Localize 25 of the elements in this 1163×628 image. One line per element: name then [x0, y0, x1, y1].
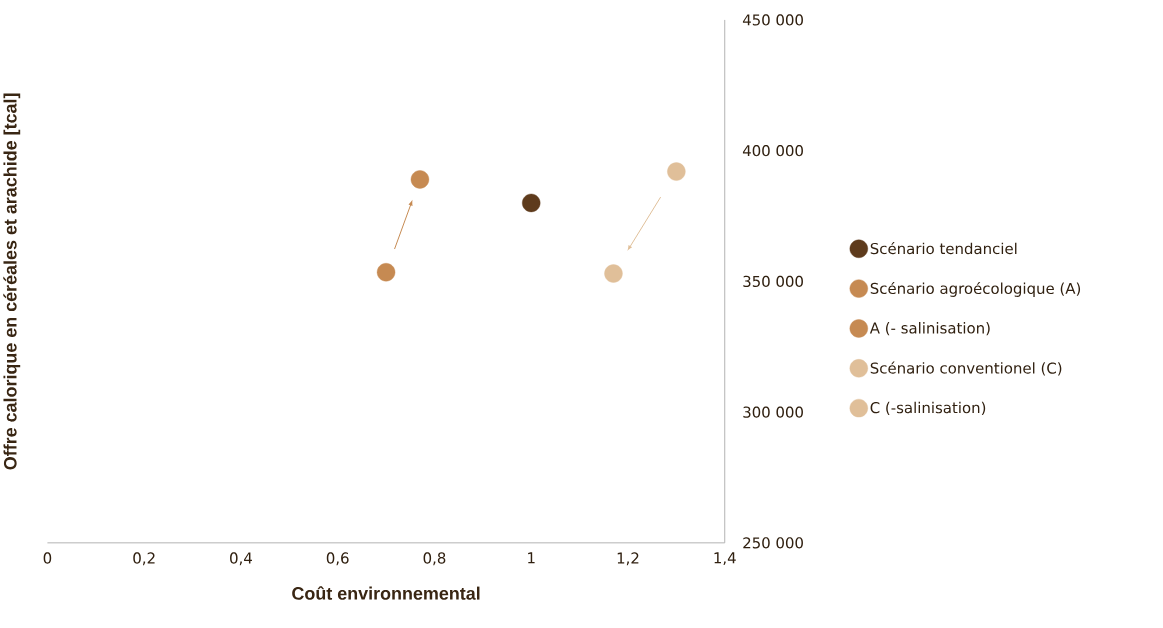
x-tick-label: 1,4 [714, 552, 736, 566]
y-tick-label: 350 000 [743, 275, 803, 288]
y-axis-title: Offre calorique en céréales et arachide [tcal] [3, 93, 21, 470]
x-tick-label: 0,8 [423, 552, 446, 566]
y-tick-label: 400 000 [742, 145, 803, 157]
legend-label: Scénario tendanciel [870, 242, 1017, 255]
y-tick-label: 300 000 [743, 406, 803, 419]
y-tick-label: 250 000 [743, 537, 803, 549]
x-tick-label: 0,2 [133, 552, 155, 566]
point [667, 162, 686, 181]
x-tick-label: 0,4 [230, 552, 252, 566]
y-tick-label: 450 000 [742, 14, 803, 26]
legend-label: Scénario agroécologique (A) [870, 282, 1081, 298]
x-axis-title: Coût environnemental [292, 586, 480, 601]
legend-label: A (- salinisation) [869, 322, 990, 336]
point [604, 264, 623, 283]
point [522, 194, 541, 213]
legend-label: Scénario conventionel (C) [870, 361, 1062, 376]
point [376, 263, 396, 282]
legend-label: C (-salinisation) [870, 401, 986, 416]
x-tick-label: 1,2 [617, 552, 639, 566]
x-tick-label: 1 [528, 552, 535, 564]
x-tick-label: 0 [43, 552, 52, 564]
x-tick-label: 0,6 [326, 552, 349, 566]
point [410, 170, 430, 189]
